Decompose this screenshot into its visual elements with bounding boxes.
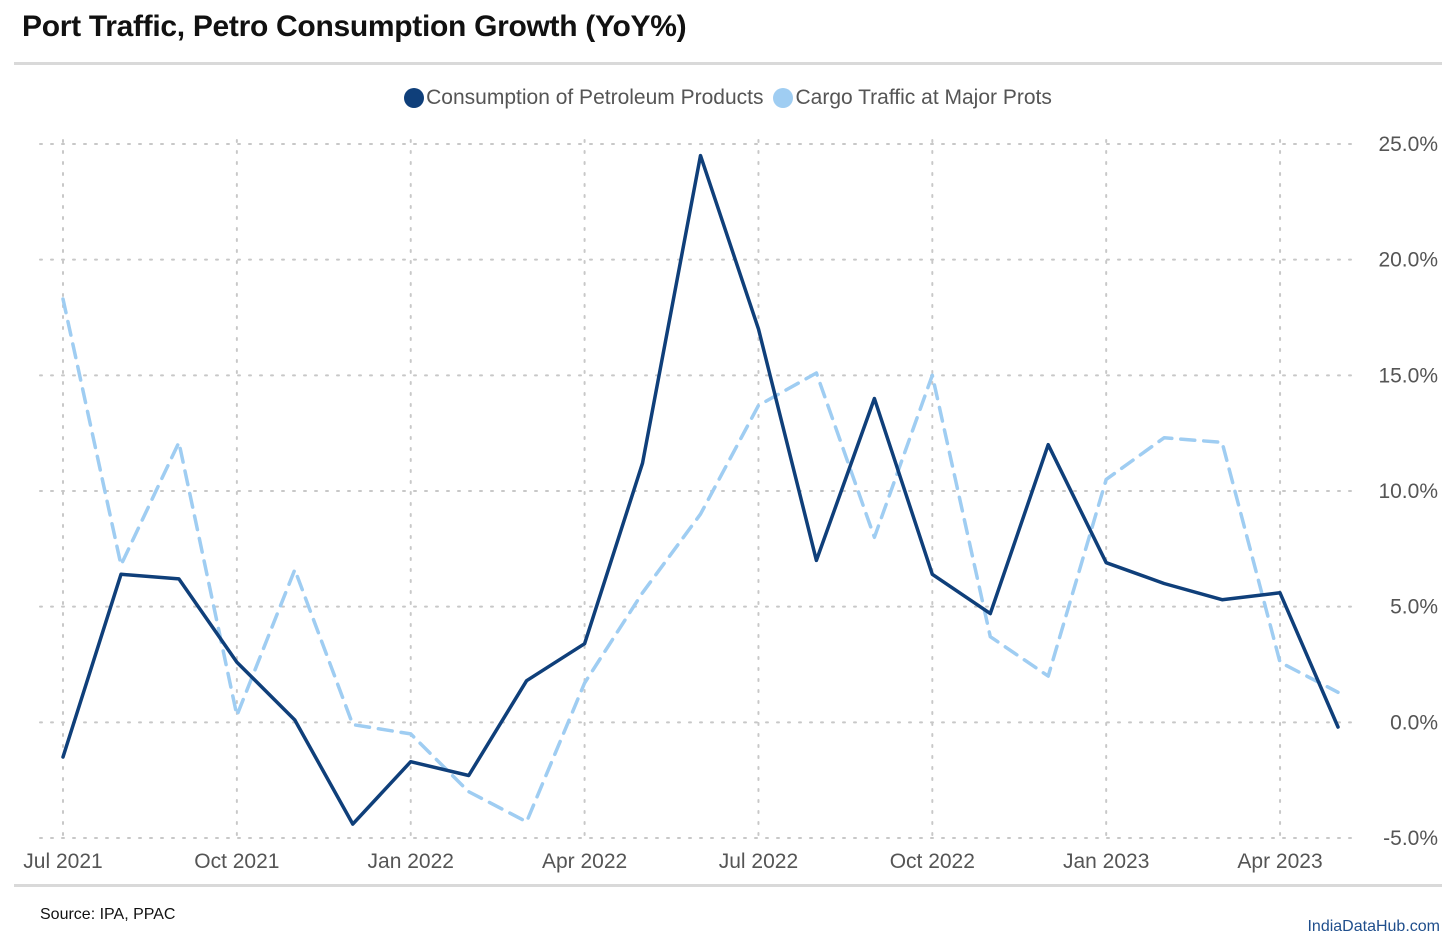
footer-divider	[14, 884, 1442, 887]
x-tick-label: Apr 2022	[542, 850, 627, 873]
x-tick-label: Oct 2022	[890, 850, 975, 873]
line-chart: -5.0% 0.0% 5.0% 10.0% 15.0% 20.0% 25.0% Jul 202…	[23, 133, 1438, 873]
y-tick-label: 0.0%	[1390, 711, 1438, 734]
title-divider	[14, 62, 1442, 65]
y-tick-label: 25.0%	[1378, 133, 1438, 156]
legend-swatch-cargo	[773, 88, 794, 108]
y-tick-label: -5.0%	[1383, 827, 1438, 850]
x-tick-label: Apr 2023	[1237, 850, 1322, 873]
x-tick-label: Oct 2021	[194, 850, 279, 873]
y-tick-label: 15.0%	[1378, 364, 1438, 387]
legend-item-cargo[interactable]: Cargo Traffic at Major Prots	[773, 86, 1052, 110]
x-tick-label: Jan 2022	[368, 850, 454, 873]
brand-label: IndiaDataHub.com	[1307, 918, 1440, 935]
chart-title: Port Traffic, Petro Consumption Growth (…	[22, 10, 687, 43]
legend-label-petroleum: Consumption of Petroleum Products	[426, 86, 764, 109]
series-line-petroleum	[61, 153, 1340, 826]
legend-item-petroleum[interactable]: Consumption of Petroleum Products	[404, 86, 763, 110]
series-line-cargo	[61, 297, 1340, 824]
x-tick-label: Jul 2022	[719, 850, 798, 873]
x-tick-label: Jul 2021	[23, 850, 102, 873]
chart-legend: Consumption of Petroleum Products Cargo …	[0, 86, 1456, 110]
source-note: Source: IPA, PPAC	[40, 906, 176, 923]
y-tick-label: 5.0%	[1390, 596, 1438, 619]
x-tick-label: Jan 2023	[1063, 850, 1149, 873]
legend-swatch-petroleum	[404, 88, 425, 108]
y-tick-label: 10.0%	[1378, 480, 1438, 503]
y-tick-label: 20.0%	[1378, 249, 1438, 272]
legend-label-cargo: Cargo Traffic at Major Prots	[795, 86, 1052, 109]
